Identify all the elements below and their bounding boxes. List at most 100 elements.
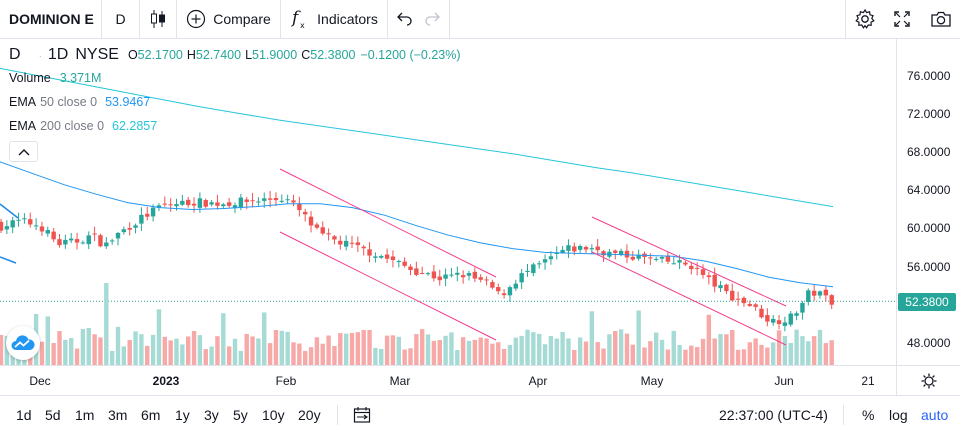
trendline-channel-lower (591, 251, 787, 346)
range-button-3y[interactable]: 3y (204, 407, 219, 423)
volume-bar (583, 341, 589, 365)
candle-body (408, 266, 413, 271)
candle-body (443, 274, 448, 279)
volume-bar (677, 344, 682, 365)
candle-body (513, 283, 518, 289)
settings-button[interactable] (845, 0, 883, 38)
range-button-1d[interactable]: 1d (16, 407, 32, 423)
volume-bar (174, 338, 179, 365)
axis-settings-button[interactable] (896, 365, 960, 395)
candle-body (215, 202, 220, 206)
candle-body (209, 202, 214, 205)
range-button-10y[interactable]: 10y (262, 407, 285, 423)
redo-icon[interactable] (423, 9, 441, 27)
range-button-6m[interactable]: 6m (141, 407, 161, 423)
plus-circle-icon (187, 9, 206, 29)
legend-ema50[interactable]: EMA 50 close 0 53.9467 (9, 95, 150, 109)
undo-icon[interactable] (396, 9, 414, 27)
chart-type-button[interactable] (140, 0, 177, 38)
auto-toggle[interactable]: auto (921, 407, 949, 423)
volume-label: Volume (9, 71, 51, 85)
range-button-5d[interactable]: 5d (45, 407, 61, 423)
range-button-3m[interactable]: 3m (108, 407, 128, 423)
volume-bar (232, 338, 238, 365)
volume-bar (390, 335, 396, 365)
candle-body (694, 267, 700, 269)
candle-body (373, 256, 378, 258)
legend-high: 52.7400 (195, 48, 242, 62)
ema50-params: 50 close 0 (40, 95, 98, 109)
volume-bar (69, 338, 74, 365)
candle-body (730, 290, 735, 301)
legend-volume[interactable]: Volume 3.371M (9, 71, 101, 85)
volume-bar (490, 343, 495, 365)
volume-bar (624, 333, 630, 365)
compare-button[interactable]: Compare (177, 0, 281, 38)
candle-body (174, 204, 179, 207)
volume-bar (285, 331, 290, 365)
symbol-search-button[interactable]: DOMINION E (0, 0, 102, 38)
percent-toggle[interactable]: % (862, 407, 875, 423)
candle-body (806, 290, 811, 302)
candle-body (624, 250, 630, 258)
candle-body (320, 227, 325, 234)
legend-collapse-button[interactable] (9, 141, 38, 162)
range-button-5y[interactable]: 5y (233, 407, 248, 423)
volume-bar (484, 338, 489, 365)
time-axis[interactable]: Dec 2023 Feb Mar Apr May Jun 21 (0, 365, 896, 395)
candle-body (379, 255, 384, 258)
volume-bar (98, 337, 103, 365)
volume-bar (455, 350, 460, 365)
goto-date-button[interactable] (353, 406, 371, 427)
candle-body (525, 270, 530, 272)
candle-body (80, 242, 86, 244)
clock-time[interactable]: 22:37:00 (UTC-4) (719, 407, 828, 423)
candle-body (121, 229, 127, 233)
volume-bar (648, 341, 653, 365)
candle-body (273, 197, 279, 201)
range-button-1y[interactable]: 1y (175, 407, 190, 423)
candle-body (478, 277, 483, 280)
time-tick: Jun (774, 374, 794, 388)
tradingview-logo[interactable] (6, 326, 40, 360)
compare-label: Compare (213, 11, 271, 27)
gear-icon (854, 8, 875, 29)
volume-bar (513, 337, 518, 365)
fullscreen-button[interactable] (883, 0, 921, 38)
volume-bar (402, 349, 407, 365)
volume-bar (531, 332, 536, 365)
candle-body (244, 199, 249, 202)
candle-body (449, 274, 454, 276)
log-toggle[interactable]: log (889, 407, 908, 423)
volume-bar (823, 343, 829, 365)
volume-bar (706, 314, 712, 365)
candle-body (39, 226, 45, 232)
candle-body (455, 272, 460, 275)
volume-bar (314, 337, 320, 365)
candle-body (367, 249, 372, 256)
bottom-toolbar: 1d 5d 1m 3m 6m 1y 3y 5y 10y 20y 22:37:00 (UTC-4) … (0, 395, 960, 433)
volume-bar (338, 333, 343, 365)
range-button-1m[interactable]: 1m (75, 407, 95, 423)
candle-body (712, 274, 717, 287)
volume-bar (654, 332, 659, 365)
interval-button[interactable]: D (102, 0, 140, 38)
candle-body (788, 313, 793, 325)
volume-bar (127, 340, 132, 365)
last-price-label: 52.3800 (898, 293, 956, 311)
price-axis[interactable]: 76.0000 72.0000 68.0000 64.0000 60.0000 56.00… (896, 39, 960, 365)
range-button-20y[interactable]: 20y (298, 407, 321, 423)
snapshot-button[interactable] (921, 0, 960, 38)
candle-body (794, 313, 799, 316)
legend-low-key: L (245, 48, 253, 62)
legend-ema200[interactable]: EMA 200 close 0 62.2857 (9, 119, 157, 133)
volume-bar (408, 348, 413, 365)
candle-body (133, 225, 138, 228)
candle-body (595, 246, 600, 251)
price-chart[interactable] (0, 39, 896, 365)
volume-bar (373, 347, 378, 365)
function-icon: f x (290, 8, 305, 30)
ema200-line (0, 67, 834, 208)
indicators-button[interactable]: f x Indicators (281, 0, 388, 38)
volume-bar (618, 329, 624, 365)
